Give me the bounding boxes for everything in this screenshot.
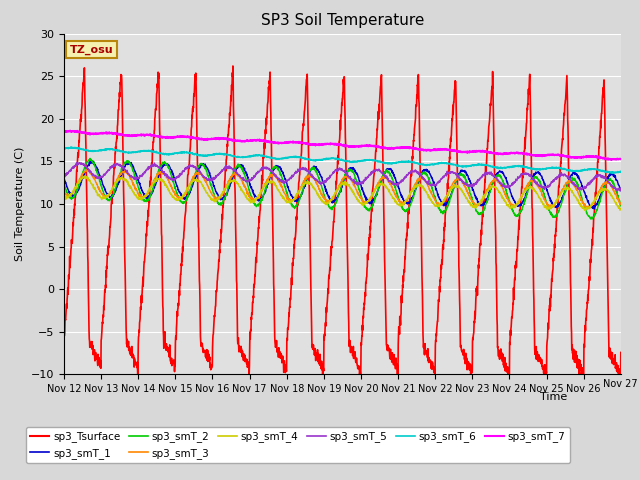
sp3_smT_6 [371, 157, 379, 163]
sp3_smT_5 [584, 181, 591, 187]
sp3_smT_1 [590, 206, 598, 212]
sp3_smT_6 [609, 170, 617, 176]
Line: sp3_smT_3: sp3_smT_3 [64, 169, 621, 209]
sp3_Tsurface [359, 327, 367, 333]
sp3_smT_2 [584, 212, 591, 217]
sp3_smT_5 [60, 174, 68, 180]
sp3_smT_1 [216, 196, 223, 202]
sp3_Tsurface [229, 63, 237, 69]
sp3_smT_1 [60, 175, 68, 181]
sp3_smT_7 [568, 155, 575, 160]
sp3_smT_4 [617, 206, 625, 212]
sp3_smT_7 [60, 129, 68, 134]
sp3_smT_6 [359, 158, 367, 164]
sp3_smT_4 [581, 208, 589, 214]
sp3_smT_1 [89, 158, 97, 164]
Line: sp3_smT_7: sp3_smT_7 [64, 131, 621, 160]
sp3_smT_7 [216, 136, 223, 142]
sp3_smT_5 [568, 179, 575, 184]
sp3_smT_6 [617, 169, 625, 175]
sp3_smT_4 [216, 195, 223, 201]
sp3_smT_1 [568, 172, 575, 178]
Y-axis label: Soil Temperature (C): Soil Temperature (C) [15, 147, 26, 261]
sp3_smT_3 [216, 195, 223, 201]
Title: SP3 Soil Temperature: SP3 Soil Temperature [260, 13, 424, 28]
sp3_smT_4 [371, 188, 379, 193]
sp3_smT_3 [583, 206, 591, 212]
sp3_smT_5 [216, 170, 223, 176]
sp3_smT_4 [60, 193, 68, 199]
sp3_Tsurface [568, 347, 575, 353]
sp3_smT_1 [371, 195, 379, 201]
sp3_smT_2 [568, 176, 575, 181]
sp3_smT_5 [617, 188, 625, 193]
sp3_smT_3 [359, 199, 367, 205]
Line: sp3_smT_6: sp3_smT_6 [64, 147, 621, 173]
Line: sp3_Tsurface: sp3_Tsurface [64, 66, 621, 382]
sp3_smT_7 [607, 157, 615, 163]
sp3_smT_6 [584, 167, 591, 172]
sp3_smT_5 [504, 184, 512, 190]
sp3_Tsurface [617, 349, 625, 355]
sp3_smT_2 [216, 201, 223, 207]
sp3_smT_5 [359, 179, 367, 185]
sp3_smT_3 [504, 198, 512, 204]
sp3_smT_4 [81, 173, 89, 179]
Line: sp3_smT_4: sp3_smT_4 [64, 176, 621, 211]
Text: Time: Time [540, 392, 568, 402]
sp3_Tsurface [60, 338, 68, 344]
sp3_smT_4 [504, 204, 512, 209]
sp3_smT_2 [359, 198, 367, 204]
sp3_smT_6 [568, 168, 575, 173]
sp3_smT_1 [359, 187, 367, 193]
sp3_smT_3 [371, 187, 379, 192]
sp3_smT_6 [67, 144, 75, 150]
Text: TZ_osu: TZ_osu [70, 44, 113, 55]
sp3_Tsurface [371, 162, 379, 168]
sp3_smT_7 [584, 154, 591, 160]
sp3_smT_6 [216, 151, 223, 156]
sp3_smT_3 [568, 179, 575, 184]
sp3_smT_2 [504, 196, 512, 202]
sp3_smT_3 [82, 167, 90, 172]
sp3_smT_4 [584, 206, 591, 212]
sp3_smT_3 [584, 205, 591, 211]
sp3_Tsurface [580, 379, 588, 385]
sp3_smT_1 [504, 184, 512, 190]
sp3_smT_7 [617, 156, 625, 162]
sp3_smT_7 [359, 144, 367, 149]
sp3_smT_4 [568, 190, 575, 195]
sp3_smT_3 [60, 190, 68, 195]
sp3_smT_2 [371, 196, 379, 202]
sp3_smT_2 [617, 203, 625, 209]
Legend: sp3_Tsurface, sp3_smT_1, sp3_smT_2, sp3_smT_3, sp3_smT_4, sp3_smT_5, sp3_smT_6, : sp3_Tsurface, sp3_smT_1, sp3_smT_2, sp3_… [26, 427, 570, 463]
sp3_smT_2 [587, 216, 595, 222]
Line: sp3_smT_5: sp3_smT_5 [64, 162, 621, 191]
sp3_smT_7 [67, 128, 74, 133]
sp3_smT_2 [86, 156, 94, 161]
sp3_smT_4 [359, 202, 367, 208]
Line: sp3_smT_2: sp3_smT_2 [64, 158, 621, 219]
sp3_smT_1 [584, 197, 591, 203]
sp3_smT_2 [60, 180, 68, 186]
sp3_Tsurface [216, 255, 223, 261]
sp3_smT_7 [504, 151, 512, 156]
sp3_smT_6 [504, 164, 512, 170]
sp3_smT_6 [60, 145, 68, 151]
sp3_Tsurface [584, 300, 591, 306]
sp3_smT_5 [613, 188, 621, 194]
sp3_Tsurface [504, 365, 512, 371]
sp3_smT_5 [73, 159, 81, 165]
sp3_smT_5 [371, 168, 379, 173]
sp3_smT_3 [617, 200, 625, 206]
sp3_smT_1 [617, 187, 625, 192]
Line: sp3_smT_1: sp3_smT_1 [64, 161, 621, 209]
sp3_smT_7 [371, 143, 379, 149]
Text: Nov 27: Nov 27 [604, 379, 638, 389]
